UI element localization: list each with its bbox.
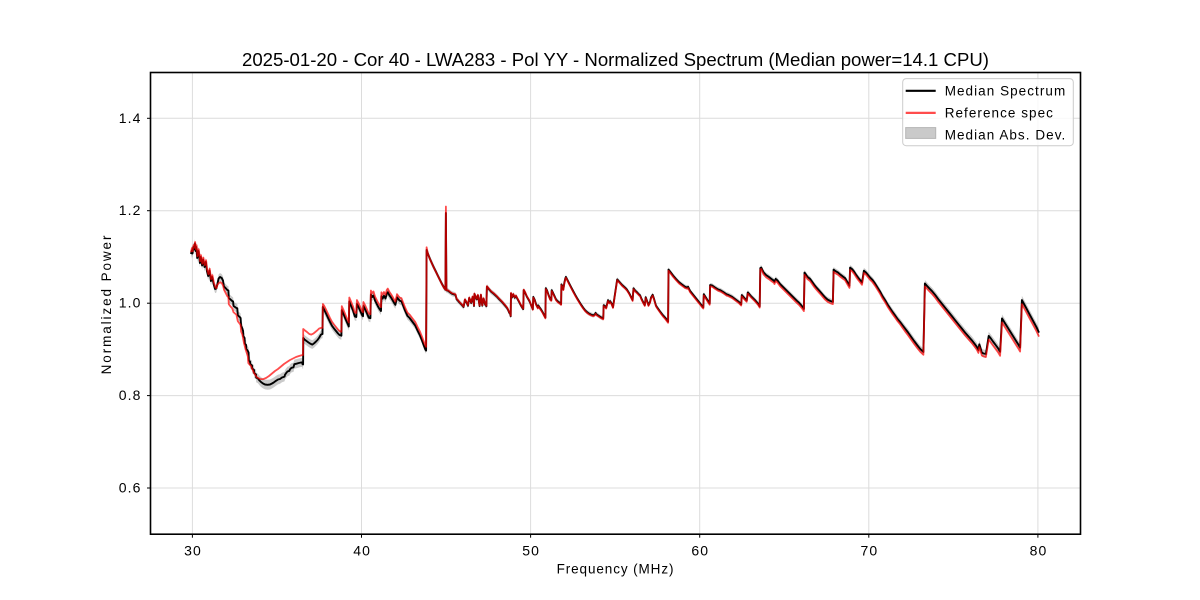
svg-text:Normalized Power: Normalized Power [99, 234, 114, 375]
svg-text:1.0: 1.0 [119, 295, 142, 311]
svg-text:Reference spec: Reference spec [945, 105, 1054, 120]
svg-text:Median Abs. Dev.: Median Abs. Dev. [945, 128, 1067, 143]
svg-text:50: 50 [522, 543, 540, 559]
svg-text:2025-01-20 - Cor 40 - LWA283 -: 2025-01-20 - Cor 40 - LWA283 - Pol YY - … [242, 49, 989, 70]
svg-text:Frequency (MHz): Frequency (MHz) [557, 562, 675, 577]
svg-text:80: 80 [1030, 543, 1048, 559]
svg-text:40: 40 [353, 543, 371, 559]
svg-text:1.4: 1.4 [119, 110, 142, 126]
svg-text:0.6: 0.6 [119, 480, 142, 496]
svg-text:70: 70 [861, 543, 879, 559]
svg-text:60: 60 [691, 543, 709, 559]
svg-text:1.2: 1.2 [119, 202, 142, 218]
svg-text:0.8: 0.8 [119, 387, 142, 403]
svg-text:Median Spectrum: Median Spectrum [945, 83, 1067, 98]
svg-text:30: 30 [184, 543, 202, 559]
